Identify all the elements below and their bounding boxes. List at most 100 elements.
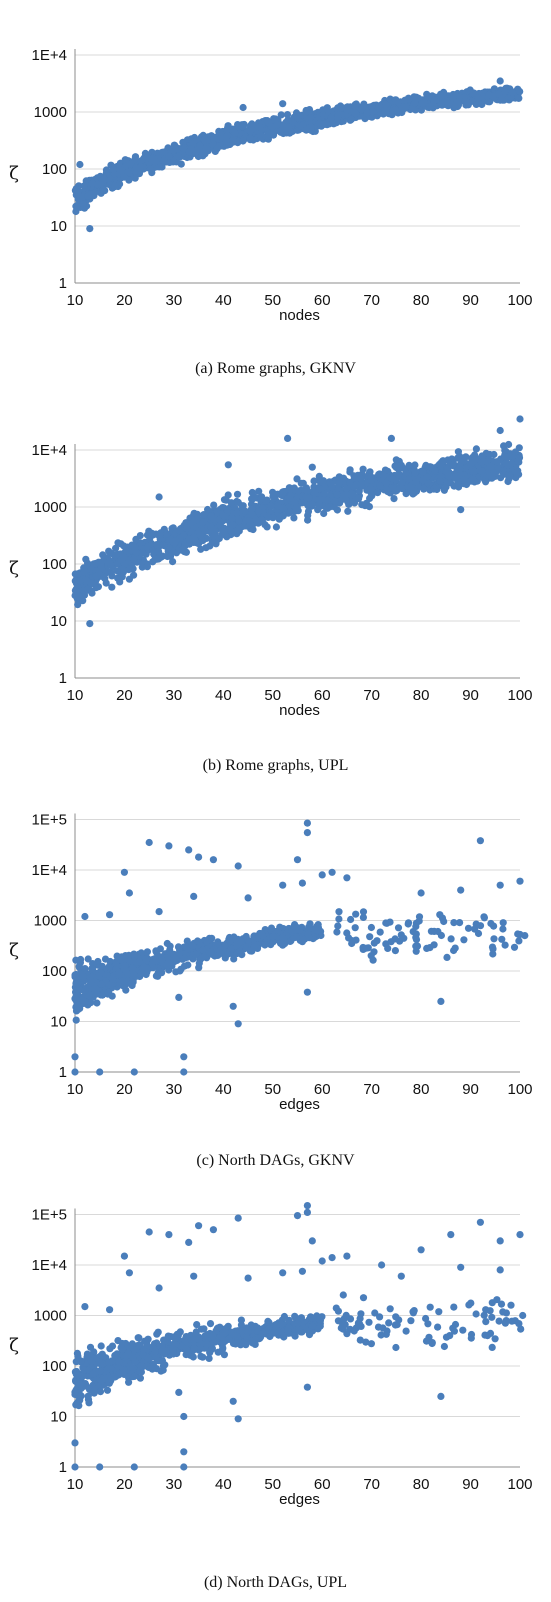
data-point [120,553,128,561]
data-point [303,1208,311,1216]
data-point [455,483,463,491]
data-point [290,514,298,522]
chart-d: 1 10 100 1000 1E+4 1E+5 10 20 30 40 50 60 70 80 90 100 e… [0,1190,551,1535]
data-point [387,938,395,946]
x-tick-label: 90 [462,1081,479,1098]
data-point [152,956,160,965]
data-point [86,225,94,233]
data-point [151,1347,159,1355]
data-point [284,116,292,124]
data-point [81,1303,89,1311]
data-point [302,108,310,116]
data-point [108,583,116,591]
data-point [206,1320,215,1328]
data-point [81,998,89,1006]
data-point [359,913,367,921]
data-point [470,467,478,475]
data-point [343,1252,351,1260]
data-point [210,501,218,509]
x-tick-label: 60 [314,292,331,309]
data-point [237,1316,245,1324]
y-tick-label: 1 [59,670,67,687]
data-point [92,559,100,568]
data-point [132,535,140,543]
data-point [308,1237,316,1245]
data-point [446,479,455,487]
data-point [499,919,507,927]
data-point [145,838,153,847]
data-point [419,468,427,476]
data-point [304,930,312,938]
data-point [141,1337,149,1345]
data-point [357,1322,365,1330]
y-tick-label: 1 [59,275,67,292]
data-point [438,914,447,922]
data-point [134,1334,142,1342]
data-point [460,93,468,101]
data-point [393,1321,401,1329]
data-point [180,1463,188,1471]
data-point [311,489,319,497]
data-point [195,1222,203,1230]
data-point [210,134,218,143]
data-point [105,963,113,971]
data-point [419,476,427,484]
data-point [106,1306,114,1314]
data-point [209,1332,217,1340]
data-point [245,517,253,525]
data-point [380,471,388,480]
data-point [88,179,97,187]
y-tick-label: 1000 [34,1308,67,1325]
data-point [129,965,137,973]
data-point [93,999,101,1007]
data-point [412,478,420,486]
x-tick-label: 90 [462,1476,479,1493]
y-tick-label: 100 [42,556,67,573]
data-point [437,1392,445,1400]
x-tick-label: 70 [363,1081,380,1098]
data-point [163,939,171,948]
data-point [511,448,519,456]
data-point [122,986,130,994]
data-point [207,512,215,520]
data-point [472,920,480,928]
data-point [74,1371,82,1379]
data-point [234,1020,242,1028]
data-point [165,842,173,850]
data-point [227,499,235,507]
y-tick-label: 1000 [34,913,67,930]
x-tick-label: 30 [166,687,183,704]
data-point [180,962,189,970]
scatter-points [71,415,524,628]
data-point [496,77,504,85]
data-point [285,123,293,131]
data-point [308,500,316,508]
data-point [163,530,171,538]
data-point [412,922,420,931]
data-point [143,1362,151,1370]
data-point [136,164,144,172]
data-point [493,1296,501,1304]
x-tick-label: 20 [116,687,133,704]
data-point [171,1334,180,1342]
data-point [355,495,363,503]
x-tick-label: 70 [363,687,380,704]
data-point [516,415,524,423]
data-point [199,537,207,545]
data-point [98,1352,106,1360]
x-tick-label: 50 [264,1476,281,1493]
data-point [409,490,417,498]
data-point [409,1308,417,1316]
data-point [84,585,92,593]
data-point [97,980,106,988]
data-point [357,474,365,482]
data-point [460,936,468,944]
chart-a: 1 10 100 1000 1E+4 10 20 30 40 50 60 70 80 90 100 nodes… [0,0,551,350]
data-point [145,531,153,540]
data-point [402,1327,410,1335]
data-point [163,1335,172,1343]
data-point [324,504,332,512]
data-point [125,565,134,573]
data-point [249,495,257,503]
